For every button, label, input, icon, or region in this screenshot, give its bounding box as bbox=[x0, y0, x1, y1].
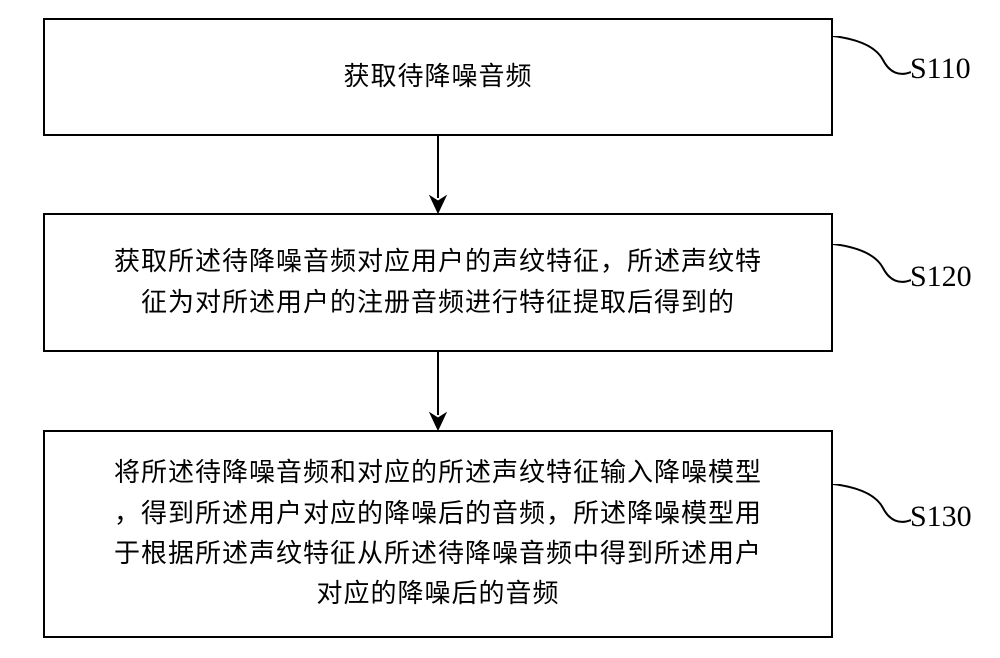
flow-step-s110-text: 获取待降噪音频 bbox=[343, 57, 532, 97]
step-label-s120: S120 bbox=[910, 260, 972, 294]
label-curve-s120 bbox=[833, 244, 911, 292]
flow-step-s130: 将所述待降噪音频和对应的所述声纹特征输入降噪模型，得到所述用户对应的降噪后的音频… bbox=[43, 430, 833, 638]
flow-step-s120-text: 获取所述待降噪音频对应用户的声纹特征，所述声纹特征为对所述用户的注册音频进行特征… bbox=[114, 242, 762, 323]
flow-step-s110: 获取待降噪音频 bbox=[43, 18, 833, 136]
flow-step-s120: 获取所述待降噪音频对应用户的声纹特征，所述声纹特征为对所述用户的注册音频进行特征… bbox=[43, 213, 833, 352]
arrow-s120-s130 bbox=[428, 352, 448, 430]
step-label-s110: S110 bbox=[910, 52, 971, 86]
label-curve-s110 bbox=[833, 36, 911, 84]
step-label-s130: S130 bbox=[910, 500, 972, 534]
flow-step-s130-text: 将所述待降噪音频和对应的所述声纹特征输入降噪模型，得到所述用户对应的降噪后的音频… bbox=[114, 453, 762, 614]
arrow-s110-s120 bbox=[428, 136, 448, 213]
label-curve-s130 bbox=[833, 484, 911, 532]
